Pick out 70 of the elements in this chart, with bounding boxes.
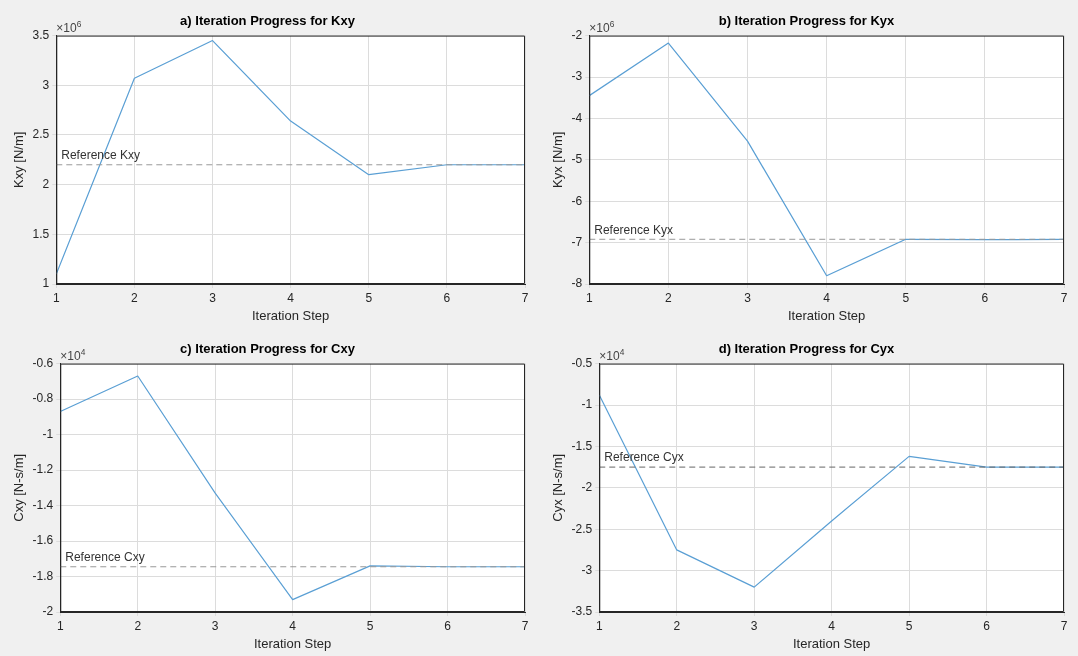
y-tick-label: -1.5 (571, 438, 593, 453)
y-tick-label: -2.5 (571, 521, 593, 536)
chart-title: b) Iteration Progress for Kyx (718, 13, 896, 29)
x-tick-label: 3 (750, 618, 758, 633)
x-tick-label: 2 (665, 290, 673, 305)
x-tick-label: 6 (981, 290, 989, 305)
y-tick-label: 1 (42, 276, 50, 291)
y-tick-label: -7 (571, 234, 583, 249)
y-tick-label: -1.2 (32, 462, 54, 477)
x-tick-label: 3 (209, 290, 217, 305)
y-tick-label: -2 (581, 480, 593, 495)
y-tick-label: -1.6 (32, 533, 54, 548)
x-tick-label: 3 (211, 618, 219, 633)
x-tick-label: 6 (443, 290, 451, 305)
y-tick-label: -2 (571, 27, 583, 42)
x-tick-label: 5 (902, 290, 910, 305)
ref-line-label: Reference Kxy (61, 148, 140, 163)
x-axis-title: Iteration Step (253, 635, 332, 651)
y-tick-label: 2 (42, 176, 50, 191)
y-tick-label: -2 (42, 604, 54, 619)
y-tick-label: -3 (571, 69, 583, 84)
x-tick-label: 6 (444, 618, 452, 633)
y-tick-label: -0.8 (32, 391, 54, 406)
y-axis-title: Kyx [N/m] (550, 131, 566, 188)
x-tick-label: 1 (56, 618, 64, 633)
x-tick-label: 5 (366, 618, 374, 633)
y-tick-label: -6 (571, 193, 583, 208)
x-tick-label: 2 (131, 290, 139, 305)
x-tick-label: 4 (287, 290, 295, 305)
x-tick-label: 7 (521, 290, 529, 305)
y-tick-label: 3 (42, 77, 50, 92)
chart-title: c) Iteration Progress for Cxy (180, 341, 356, 357)
x-tick-label: 4 (828, 618, 836, 633)
x-tick-label: 2 (134, 618, 142, 633)
x-tick-label: 1 (595, 618, 603, 633)
x-tick-label: 7 (521, 618, 529, 633)
y-tick-label: -4 (571, 110, 583, 125)
x-tick-label: 2 (673, 618, 681, 633)
ref-line-label: Reference Cyx (604, 450, 684, 465)
x-tick-label: 4 (289, 618, 297, 633)
y-tick-label: -3 (581, 562, 593, 577)
x-tick-label: 5 (365, 290, 373, 305)
y-tick-label: -0.6 (32, 355, 54, 370)
x-axis-title: Iteration Step (792, 635, 871, 651)
y-tick-label: -1 (42, 426, 54, 441)
y-tick-label: -1.8 (32, 568, 54, 583)
chart-title: a) Iteration Progress for Kxy (180, 13, 356, 29)
y-tick-label: -0.5 (571, 355, 593, 370)
y-tick-label: 3.5 (32, 27, 50, 42)
y-axis-title: Cyx [N-s/m] (550, 453, 566, 522)
y-tick-label: -1 (581, 397, 593, 412)
y-tick-label: 1.5 (32, 226, 50, 241)
x-axis-title: Iteration Step (787, 307, 866, 323)
x-tick-label: 7 (1060, 290, 1068, 305)
chart-title: d) Iteration Progress for Cyx (718, 341, 896, 357)
x-tick-label: 6 (983, 618, 991, 633)
y-axis-title: Cxy [N-s/m] (11, 453, 27, 522)
x-tick-label: 7 (1060, 618, 1068, 633)
x-tick-label: 3 (744, 290, 752, 305)
x-tick-label: 4 (823, 290, 831, 305)
x-axis-title: Iteration Step (251, 307, 330, 323)
y-tick-label: -1.4 (32, 497, 54, 512)
x-tick-label: 5 (905, 618, 913, 633)
y-tick-label: -5 (571, 152, 583, 167)
y-tick-label: -8 (571, 276, 583, 291)
y-axis-title: Kxy [N/m] (11, 131, 27, 188)
ref-line-label: Reference Kyx (594, 222, 673, 237)
ref-line-label: Reference Cxy (65, 550, 145, 565)
y-tick-label: 2.5 (32, 127, 50, 142)
y-tick-label: -3.5 (571, 604, 593, 619)
